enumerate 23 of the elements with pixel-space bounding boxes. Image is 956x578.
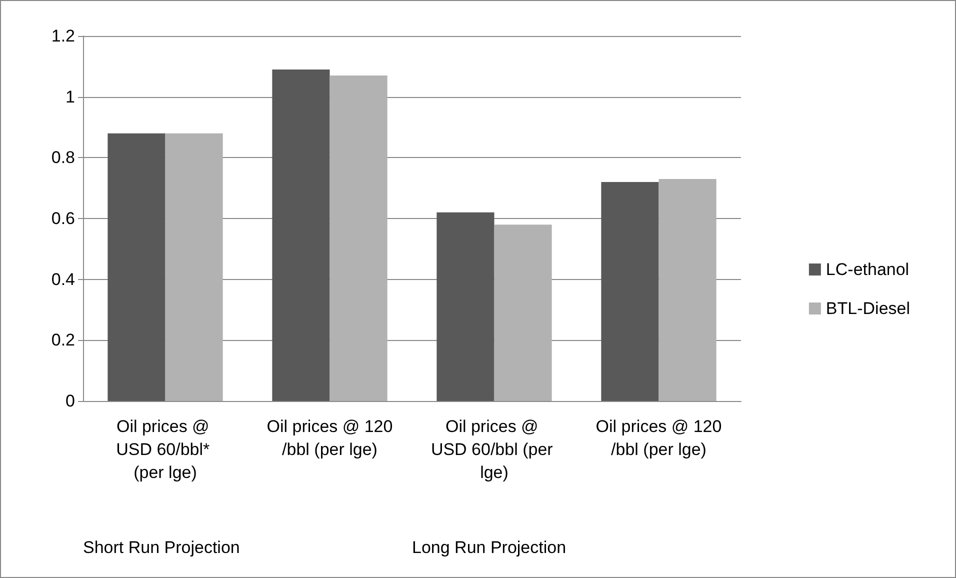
- bar: [658, 178, 716, 401]
- text: Long Run Projection: [412, 538, 566, 557]
- legend-label: BTL-Diesel: [826, 299, 910, 318]
- y-tick-label: 0: [66, 392, 75, 410]
- bar: [165, 133, 223, 401]
- x-tick-label: Oil prices @ 120/bbl (per lge): [266, 417, 393, 459]
- bar: [494, 224, 552, 401]
- y-tick-label: 0.6: [51, 209, 75, 228]
- x-tick-label: Oil prices @ USD 60/bbl (per lge): [430, 417, 558, 482]
- bar: [108, 133, 166, 401]
- bar: [272, 69, 330, 401]
- bar: [436, 212, 494, 401]
- text: Short Run Projection: [83, 538, 240, 557]
- y-tick-label: 1: [66, 87, 75, 106]
- bar: [601, 182, 659, 401]
- legend-label: LC-ethanol: [826, 260, 910, 279]
- x-tick-label: Oil prices @ 120/bbl (per lge): [596, 417, 722, 459]
- y-tick-label: 0.2: [51, 330, 75, 350]
- x-tick-label: Oil prices @ USD 60/bbl* (per lge): [116, 417, 214, 482]
- bar: [330, 76, 388, 401]
- y-tick-label: 0.8: [51, 148, 75, 168]
- y-tick-label: 0.4: [51, 270, 75, 289]
- y-tick-label: 1.2: [51, 26, 75, 46]
